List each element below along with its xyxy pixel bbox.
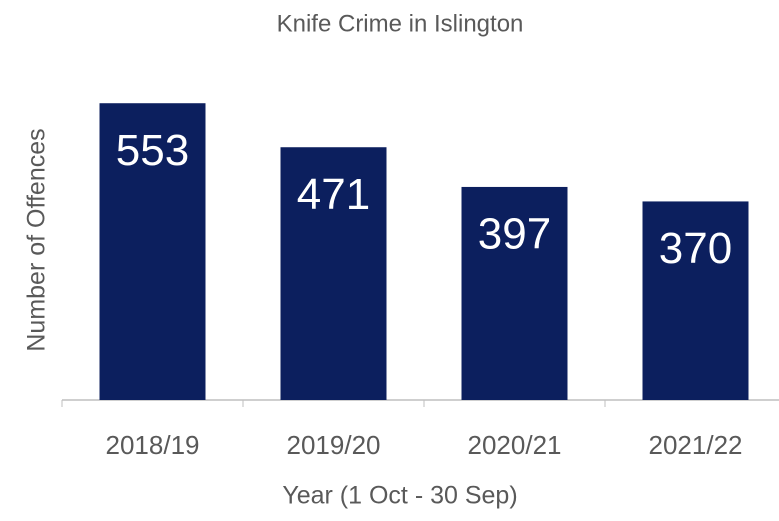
data-label: 471 [297,170,370,219]
bar [99,103,206,401]
data-label: 397 [478,210,551,259]
y-axis-label: Number of Offences [23,128,51,351]
bar [461,186,568,400]
data-label: 370 [659,224,732,273]
bar [280,147,387,400]
data-label: 553 [116,126,189,175]
chart-title: Knife Crime in Islington [277,10,524,37]
x-tick-label: 2019/20 [287,430,381,460]
x-tick-label: 2020/21 [468,430,562,460]
x-tick-label: 2018/19 [106,430,200,460]
x-tick-label: 2021/22 [649,430,743,460]
x-axis-label: Year (1 Oct - 30 Sep) [282,482,517,510]
bar [642,201,749,400]
category-ticks [61,400,606,407]
